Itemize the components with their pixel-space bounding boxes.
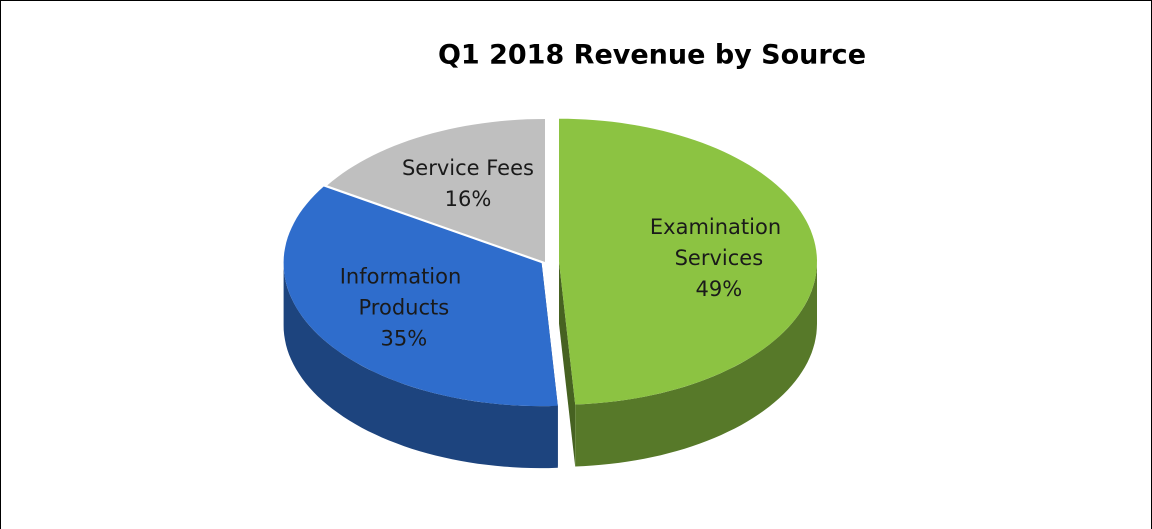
slice-value-label: 35% <box>381 326 428 350</box>
slice <box>283 186 558 407</box>
slice-cut-face <box>559 261 576 467</box>
slice-side <box>575 261 817 467</box>
chart-title: Q1 2018 Revenue by Source <box>438 40 866 71</box>
slice-side <box>283 263 558 469</box>
slice-label: Examination Services <box>650 215 788 270</box>
slice-label: Service Fees <box>402 156 534 180</box>
slice-value-label: 49% <box>696 277 743 301</box>
slice <box>559 118 817 405</box>
slice-value-label: 16% <box>445 187 492 211</box>
slice-label: Information Products <box>340 264 468 319</box>
slice <box>327 119 545 262</box>
